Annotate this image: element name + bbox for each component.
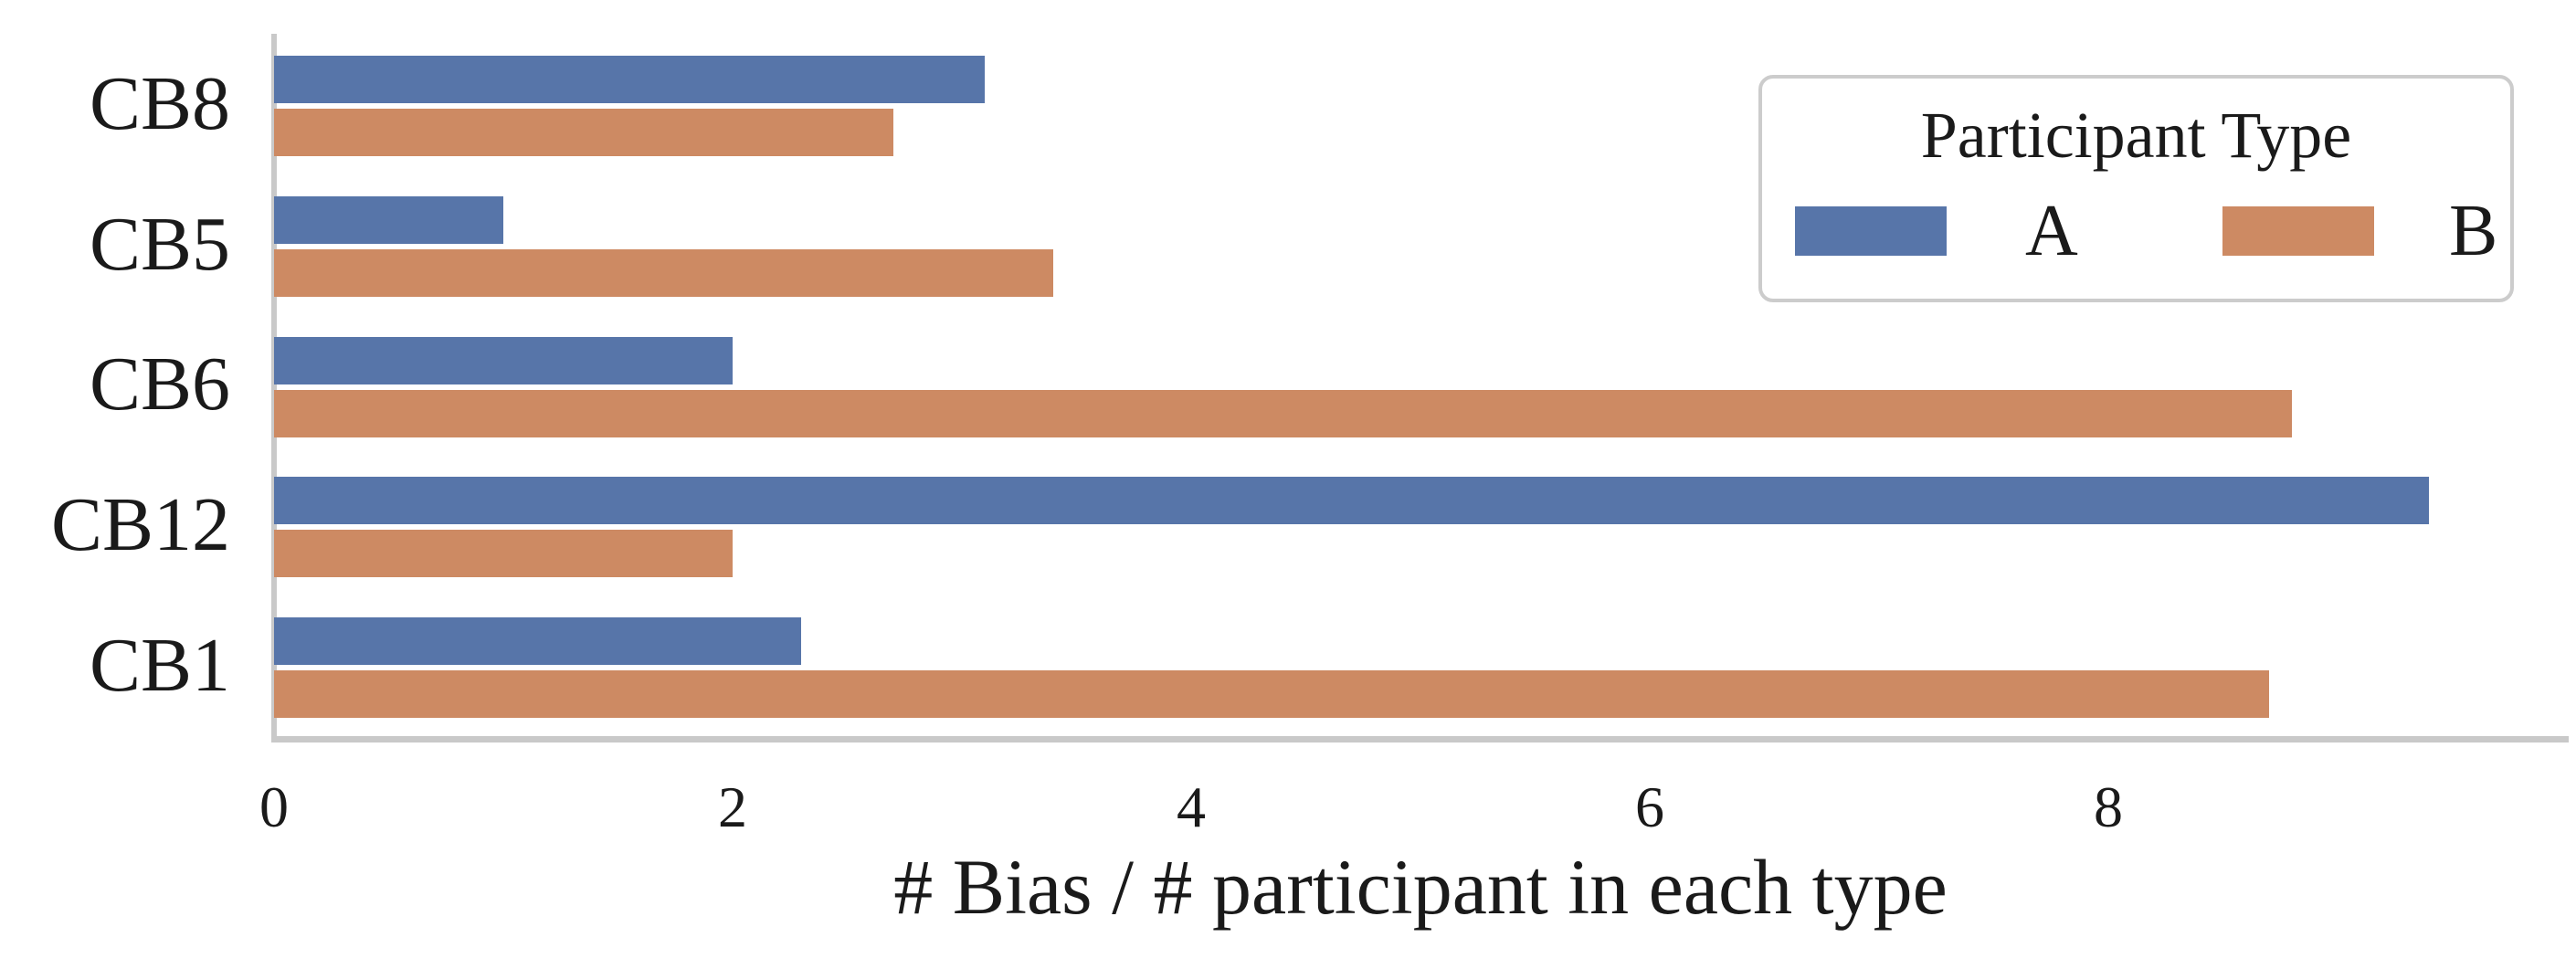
legend-label-series-a: A	[2025, 191, 2078, 271]
legend-label-series-b: B	[2449, 191, 2498, 271]
legend-box: Participant Type A B	[1758, 75, 2514, 302]
x-axis-spine	[271, 736, 2569, 743]
bar-a-cb12	[274, 477, 2430, 525]
bar-b-cb12	[274, 530, 733, 578]
legend-swatch-series-b	[2222, 206, 2374, 256]
bar-a-cb1	[274, 617, 802, 666]
y-axis-spine	[271, 34, 277, 743]
x-tick-label-0: 0	[259, 774, 289, 839]
x-tick-label-8: 8	[2094, 774, 2123, 839]
bar-b-cb1	[274, 670, 2269, 719]
x-tick-label-4: 4	[1177, 774, 1206, 839]
bar-b-cb8	[274, 109, 893, 156]
bar-a-cb5	[274, 195, 503, 244]
y-tick-label-cb6: CB6	[89, 342, 230, 427]
x-axis-label: # Bias / # participant in each type	[893, 843, 1948, 931]
x-tick-label-6: 6	[1635, 774, 1664, 839]
bar-a-cb8	[274, 56, 986, 103]
legend-swatch-series-a	[1795, 206, 1947, 256]
y-tick-label-cb8: CB8	[89, 60, 230, 146]
y-tick-label-cb12: CB12	[50, 482, 230, 568]
x-tick-label-2: 2	[718, 774, 747, 839]
bar-b-cb5	[274, 248, 1054, 297]
legend-title: Participant Type	[1920, 99, 2352, 172]
y-tick-label-cb5: CB5	[89, 201, 230, 287]
bar-b-cb6	[274, 389, 2292, 437]
bar-a-cb6	[274, 336, 733, 384]
y-tick-label-cb1: CB1	[89, 623, 230, 709]
